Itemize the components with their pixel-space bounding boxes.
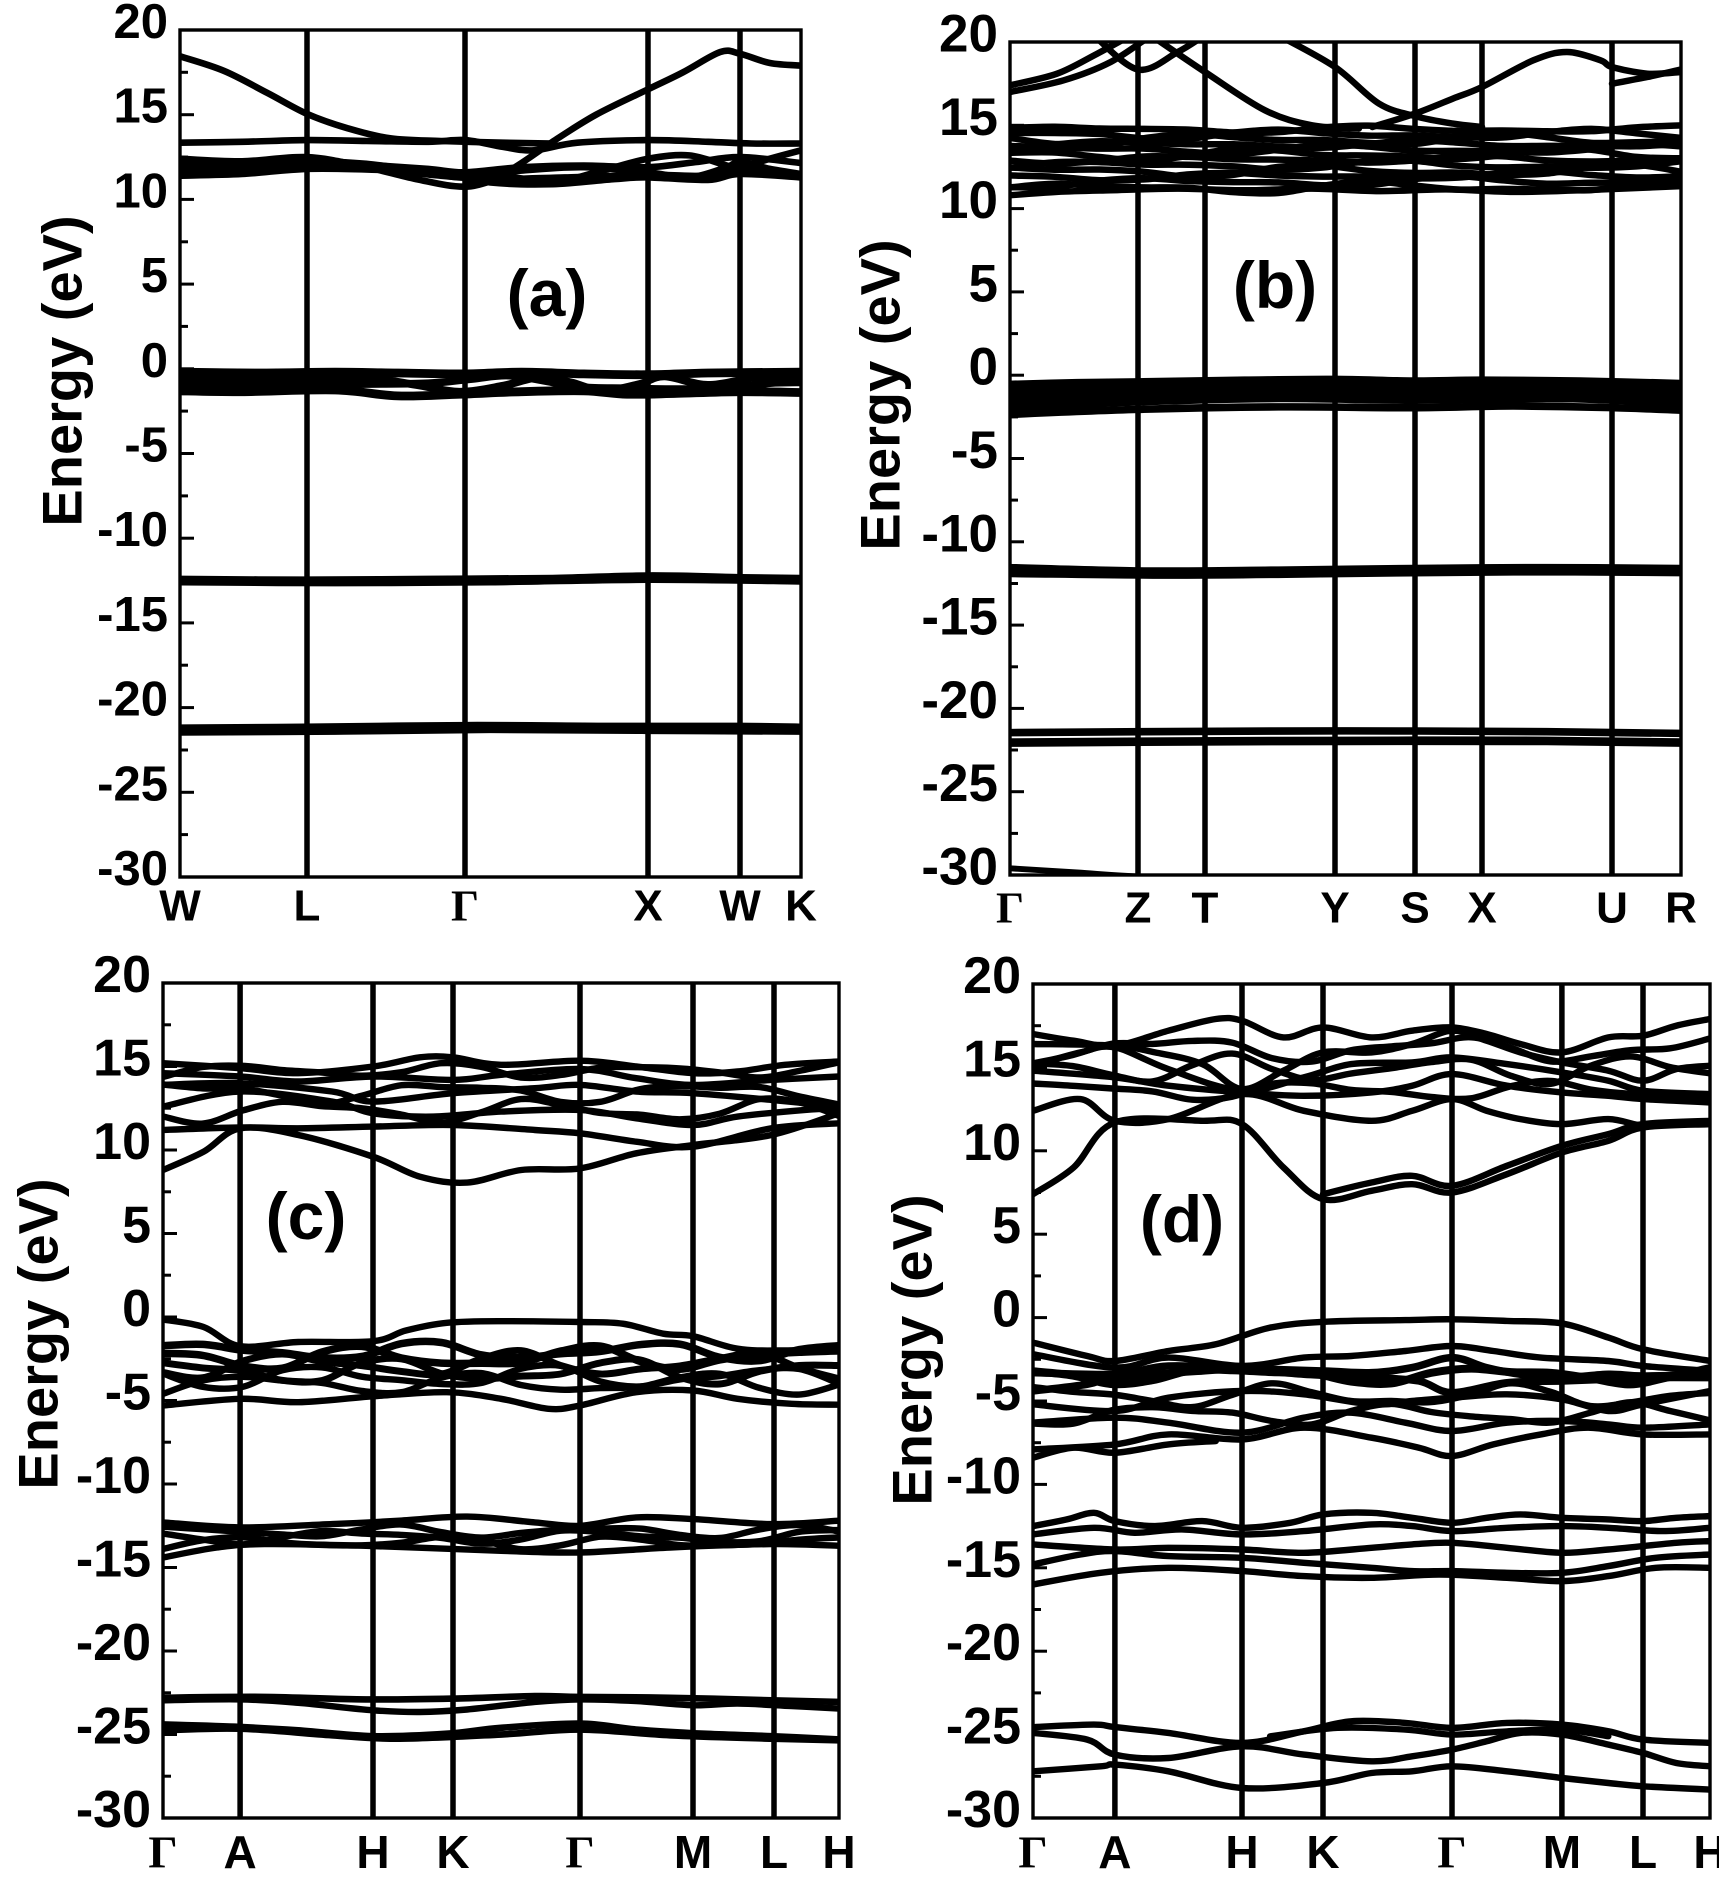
svg-text:Γ: Γ [996, 884, 1024, 933]
svg-text:5: 5 [969, 254, 998, 313]
svg-text:H: H [1693, 1826, 1719, 1873]
svg-text:-10: -10 [921, 504, 998, 563]
svg-text:-10: -10 [946, 1447, 1021, 1505]
svg-text:0: 0 [992, 1281, 1021, 1339]
svg-text:S: S [1400, 884, 1429, 933]
svg-text:-5: -5 [951, 421, 998, 480]
svg-text:H: H [1225, 1826, 1258, 1873]
svg-text:Γ: Γ [1437, 1827, 1466, 1874]
svg-text:-20: -20 [76, 1614, 151, 1672]
svg-text:15: 15 [963, 1030, 1021, 1088]
svg-text:(d): (d) [1140, 1182, 1224, 1256]
svg-text:-20: -20 [921, 671, 998, 730]
svg-text:10: 10 [113, 164, 168, 218]
svg-text:(b): (b) [1233, 248, 1317, 322]
svg-text:10: 10 [963, 1114, 1021, 1172]
svg-text:0: 0 [122, 1280, 151, 1338]
svg-text:U: U [1596, 884, 1628, 933]
svg-text:-30: -30 [97, 842, 168, 896]
svg-text:H: H [822, 1826, 855, 1873]
svg-text:L: L [760, 1826, 788, 1873]
svg-text:-10: -10 [97, 503, 168, 557]
svg-text:-25: -25 [76, 1698, 151, 1756]
svg-text:-15: -15 [921, 588, 998, 647]
svg-text:X: X [633, 882, 662, 931]
svg-text:0: 0 [141, 334, 168, 388]
svg-text:X: X [1467, 884, 1496, 933]
svg-text:-30: -30 [921, 838, 998, 897]
svg-text:L: L [1629, 1826, 1657, 1873]
svg-text:(c): (c) [266, 1179, 347, 1253]
svg-text:Energy (eV): Energy (eV) [849, 239, 912, 550]
svg-text:K: K [785, 882, 817, 931]
svg-text:-20: -20 [97, 673, 168, 727]
svg-text:Γ: Γ [1018, 1827, 1047, 1874]
svg-text:-15: -15 [946, 1531, 1021, 1589]
svg-text:A: A [1098, 1826, 1131, 1873]
svg-text:Y: Y [1320, 884, 1349, 933]
svg-text:-25: -25 [946, 1698, 1021, 1756]
svg-text:10: 10 [939, 171, 998, 230]
svg-text:Γ: Γ [565, 1827, 594, 1874]
svg-text:Z: Z [1125, 884, 1152, 933]
svg-text:H: H [356, 1826, 389, 1873]
svg-text:M: M [1543, 1826, 1581, 1873]
svg-text:K: K [1306, 1826, 1339, 1873]
svg-text:-20: -20 [946, 1614, 1021, 1672]
svg-text:-10: -10 [76, 1447, 151, 1505]
svg-text:15: 15 [93, 1030, 151, 1088]
svg-text:20: 20 [963, 947, 1021, 1005]
svg-text:5: 5 [141, 249, 168, 303]
svg-text:Energy (eV): Energy (eV) [7, 1178, 70, 1489]
svg-text:Γ: Γ [148, 1827, 177, 1874]
svg-text:A: A [223, 1826, 256, 1873]
svg-text:L: L [294, 882, 321, 931]
svg-text:20: 20 [113, 0, 168, 49]
svg-text:W: W [719, 882, 761, 931]
svg-text:Γ: Γ [451, 882, 479, 931]
svg-text:20: 20 [93, 946, 151, 1004]
svg-text:-25: -25 [97, 757, 168, 811]
svg-text:0: 0 [969, 338, 998, 397]
svg-text:-30: -30 [946, 1781, 1021, 1839]
svg-text:-5: -5 [124, 419, 168, 473]
svg-text:W: W [159, 882, 201, 931]
svg-text:-30: -30 [76, 1781, 151, 1839]
svg-text:5: 5 [122, 1197, 151, 1255]
svg-text:10: 10 [93, 1113, 151, 1171]
svg-text:-25: -25 [921, 754, 998, 813]
svg-text:-5: -5 [975, 1364, 1021, 1422]
svg-text:5: 5 [992, 1197, 1021, 1255]
svg-text:(a): (a) [507, 256, 588, 330]
svg-text:-15: -15 [97, 588, 168, 642]
svg-text:M: M [674, 1826, 712, 1873]
svg-text:Energy (eV): Energy (eV) [881, 1194, 944, 1505]
svg-text:15: 15 [939, 88, 998, 147]
svg-text:15: 15 [113, 80, 168, 134]
svg-text:R: R [1665, 884, 1697, 933]
svg-text:20: 20 [939, 5, 998, 64]
svg-text:T: T [1192, 884, 1219, 933]
svg-text:-5: -5 [105, 1364, 151, 1422]
svg-text:Energy (eV): Energy (eV) [31, 215, 94, 526]
svg-text:-15: -15 [76, 1531, 151, 1589]
svg-text:K: K [436, 1826, 469, 1873]
